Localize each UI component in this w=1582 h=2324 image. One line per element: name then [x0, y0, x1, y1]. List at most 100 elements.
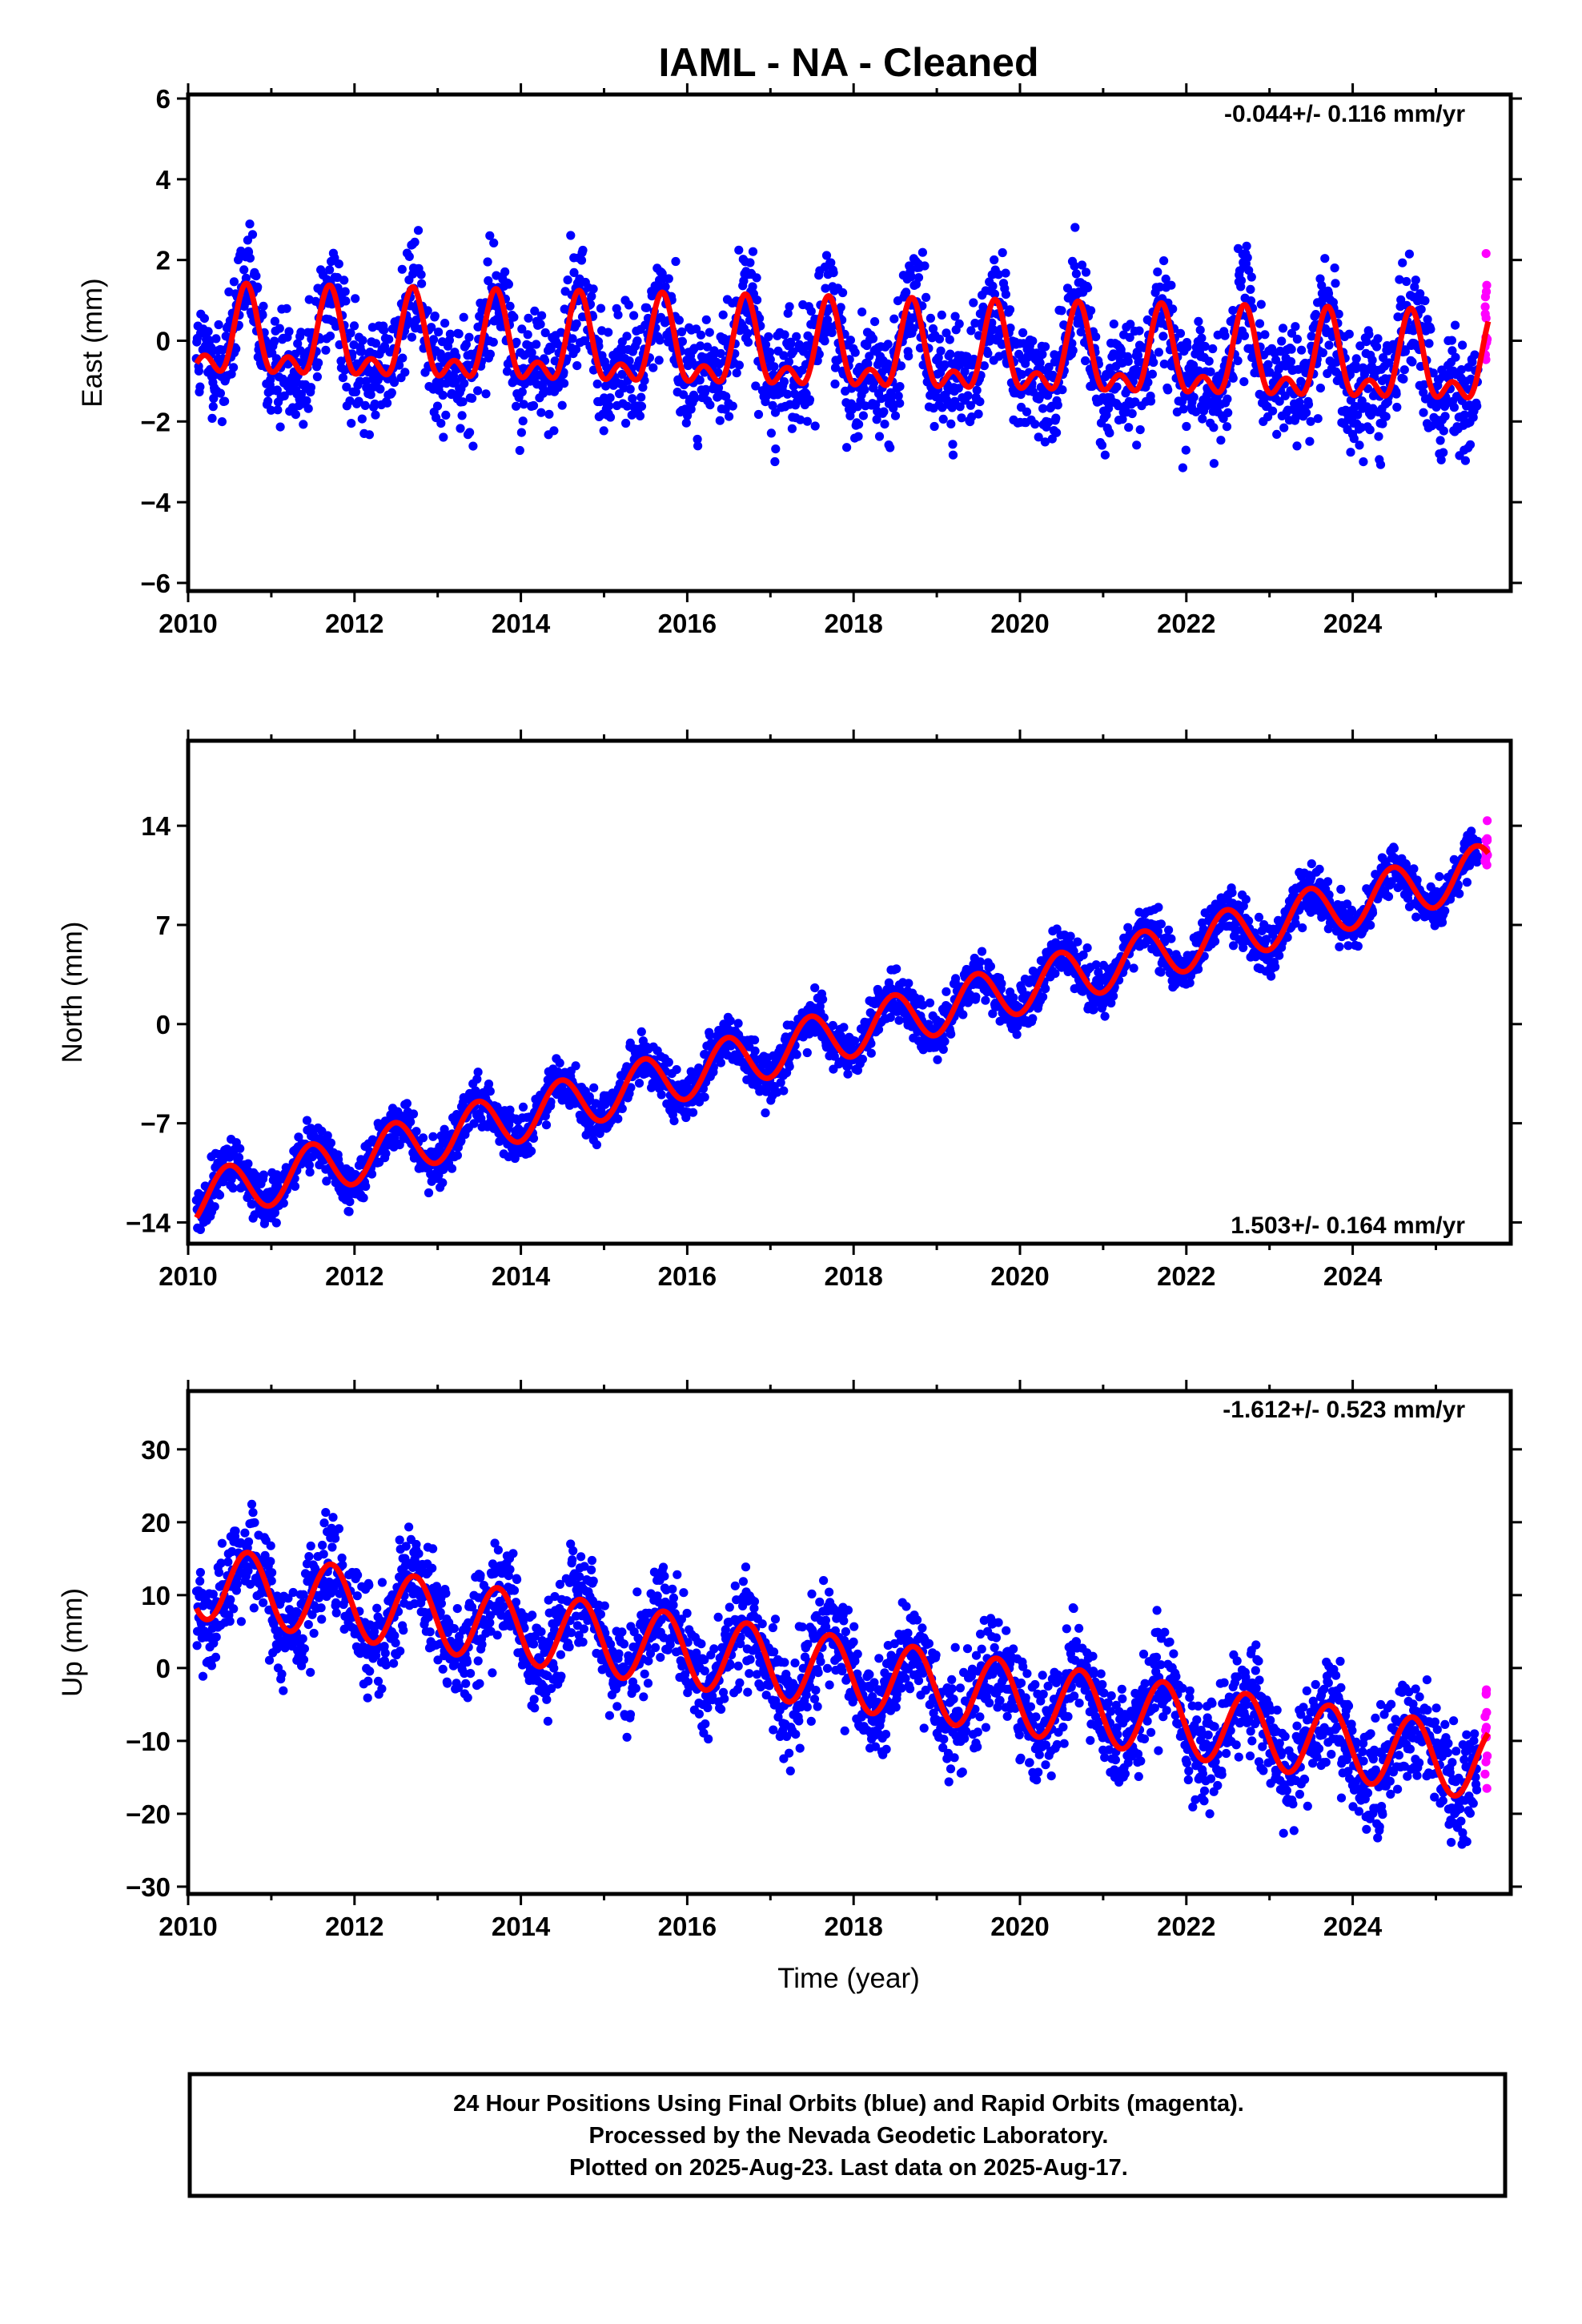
east-final-point — [895, 382, 905, 392]
east-final-point — [1426, 324, 1435, 334]
rapid-point — [1481, 249, 1491, 259]
east-final-point — [412, 316, 421, 325]
east-final-point — [1091, 332, 1101, 342]
east-final-point — [284, 327, 294, 336]
east-final-point — [1223, 408, 1233, 417]
east-final-point — [880, 420, 889, 429]
north-final-point — [555, 1058, 564, 1068]
east-final-point — [325, 332, 335, 341]
east-final-point — [451, 377, 460, 387]
north-final-point — [843, 1069, 853, 1079]
east-final-point — [576, 255, 587, 265]
east-final-point — [398, 353, 408, 363]
east-final-point — [917, 247, 927, 257]
north-final-point — [210, 1202, 219, 1212]
north-final-point — [733, 1019, 743, 1028]
east-final-point — [1291, 322, 1300, 332]
east-final-point — [1391, 389, 1401, 399]
east-final-point — [1058, 385, 1067, 395]
east-final-point — [885, 443, 895, 452]
north-final-point — [302, 1116, 312, 1125]
east-final-point — [1168, 304, 1178, 314]
east-final-point — [854, 420, 864, 429]
east-final-point — [1147, 369, 1157, 379]
east-final-point — [1030, 420, 1040, 429]
east-final-point — [560, 379, 569, 388]
east-final-point — [518, 416, 528, 426]
east-final-point — [267, 405, 276, 415]
east-final-point — [810, 421, 820, 431]
east-final-point — [314, 358, 323, 368]
east-final-point — [883, 340, 893, 349]
east-final-point — [850, 348, 860, 357]
east-final-point — [481, 389, 491, 399]
east-final-point — [1208, 344, 1218, 354]
north-final-point — [672, 1065, 681, 1075]
east-final-point — [1081, 356, 1090, 366]
east-final-point — [568, 334, 577, 344]
east-final-point — [349, 321, 359, 331]
north-final-point — [946, 1029, 956, 1039]
east-final-point — [1194, 316, 1203, 326]
east-final-point — [753, 296, 762, 305]
east-final-point — [1127, 408, 1137, 419]
east-final-point — [334, 259, 343, 269]
east-final-point — [802, 416, 813, 426]
east-final-point — [937, 310, 946, 320]
rapid-point — [1480, 292, 1490, 302]
east-final-point — [752, 273, 761, 283]
east-final-point — [732, 368, 741, 378]
east-final-point — [355, 376, 364, 386]
east-final-point — [325, 265, 335, 275]
east-final-point — [505, 301, 515, 311]
east-final-point — [1318, 348, 1327, 358]
east-final-point — [199, 314, 209, 324]
east-final-point — [1367, 356, 1377, 365]
east-final-point — [1086, 306, 1096, 316]
east-final-point — [1272, 429, 1282, 440]
north-final-point — [1227, 888, 1237, 898]
east-final-point — [1198, 414, 1207, 424]
east-final-point — [1239, 377, 1249, 387]
east-final-point — [338, 373, 347, 383]
north-final-point — [1254, 912, 1264, 922]
east-final-point — [983, 348, 993, 358]
east-final-point — [1470, 350, 1480, 360]
east-final-point — [636, 401, 647, 411]
east-final-point — [1124, 423, 1134, 432]
x-tick-label: 2010 — [159, 609, 217, 638]
east-final-point — [578, 245, 588, 255]
east-final-point — [458, 397, 468, 407]
east-final-point — [1041, 342, 1050, 352]
east-final-point — [705, 400, 715, 410]
east-final-point — [454, 329, 464, 339]
east-final-point — [701, 315, 711, 324]
east-final-point — [648, 363, 658, 372]
east-final-point — [358, 336, 367, 345]
north-final-point — [1323, 877, 1333, 887]
east-final-point — [1068, 346, 1078, 356]
east-final-point — [1263, 360, 1273, 369]
east-final-point — [1178, 404, 1188, 414]
east-final-point — [537, 311, 547, 320]
north-final-point — [406, 1117, 416, 1127]
north-final-point — [613, 1114, 623, 1124]
east-final-point — [1447, 336, 1456, 345]
east-final-point — [1313, 414, 1323, 424]
east-final-point — [1399, 365, 1409, 375]
east-final-point — [340, 287, 350, 296]
east-final-point — [483, 257, 492, 267]
figure-title: IAML - NA - Cleaned — [658, 40, 1038, 85]
east-final-point — [1097, 440, 1107, 450]
east-final-point — [1070, 223, 1080, 232]
east-final-point — [938, 414, 948, 424]
east-final-point — [1420, 296, 1430, 306]
north-final-point — [1211, 936, 1220, 946]
east-final-point — [208, 402, 218, 412]
east-final-point — [407, 332, 416, 342]
east-final-point — [464, 332, 474, 342]
east-final-point — [1051, 413, 1061, 423]
east-final-point — [920, 261, 930, 271]
east-final-point — [613, 310, 623, 320]
east-final-point — [1255, 319, 1265, 328]
